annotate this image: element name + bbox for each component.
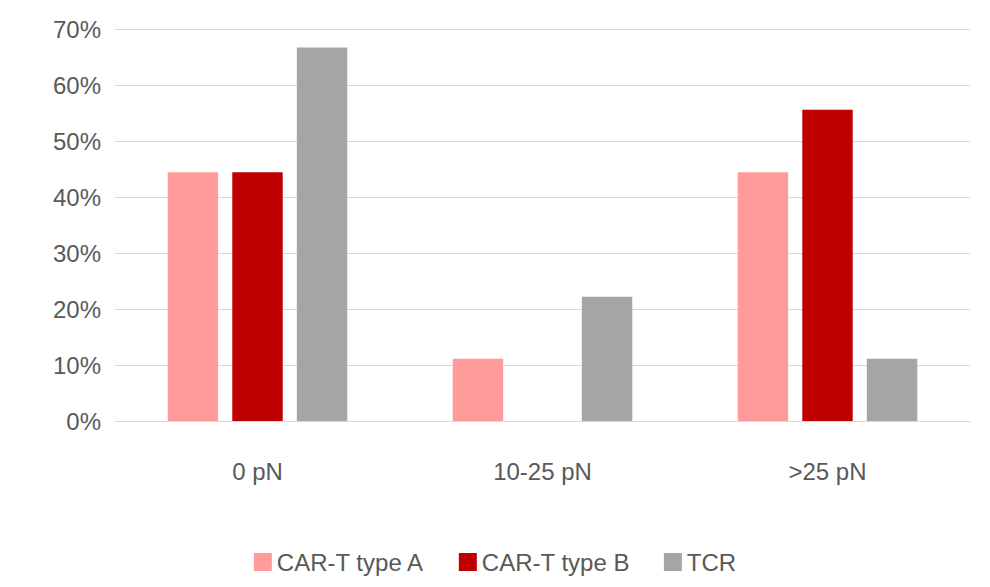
svg-text:CAR-T type A: CAR-T type A [277,549,423,576]
svg-text:50%: 50% [53,128,101,155]
svg-text:0 pN: 0 pN [232,458,283,485]
svg-text:30%: 30% [53,240,101,267]
svg-text:10%: 10% [53,352,101,379]
svg-text:20%: 20% [53,296,101,323]
svg-text:60%: 60% [53,72,101,99]
svg-text:CAR-T type B: CAR-T type B [482,549,630,576]
svg-text:>25 pN: >25 pN [788,458,866,485]
svg-text:10-25 pN: 10-25 pN [493,458,592,485]
svg-text:70%: 70% [53,16,101,43]
svg-text:0%: 0% [66,408,101,435]
svg-text:TCR: TCR [687,549,736,576]
svg-text:40%: 40% [53,184,101,211]
